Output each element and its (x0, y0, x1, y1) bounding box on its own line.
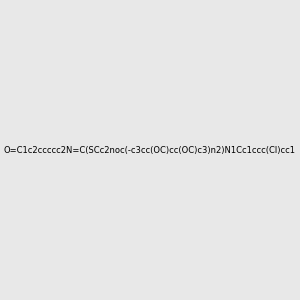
Text: O=C1c2ccccc2N=C(SCc2noc(-c3cc(OC)cc(OC)c3)n2)N1Cc1ccc(Cl)cc1: O=C1c2ccccc2N=C(SCc2noc(-c3cc(OC)cc(OC)c… (4, 146, 296, 154)
